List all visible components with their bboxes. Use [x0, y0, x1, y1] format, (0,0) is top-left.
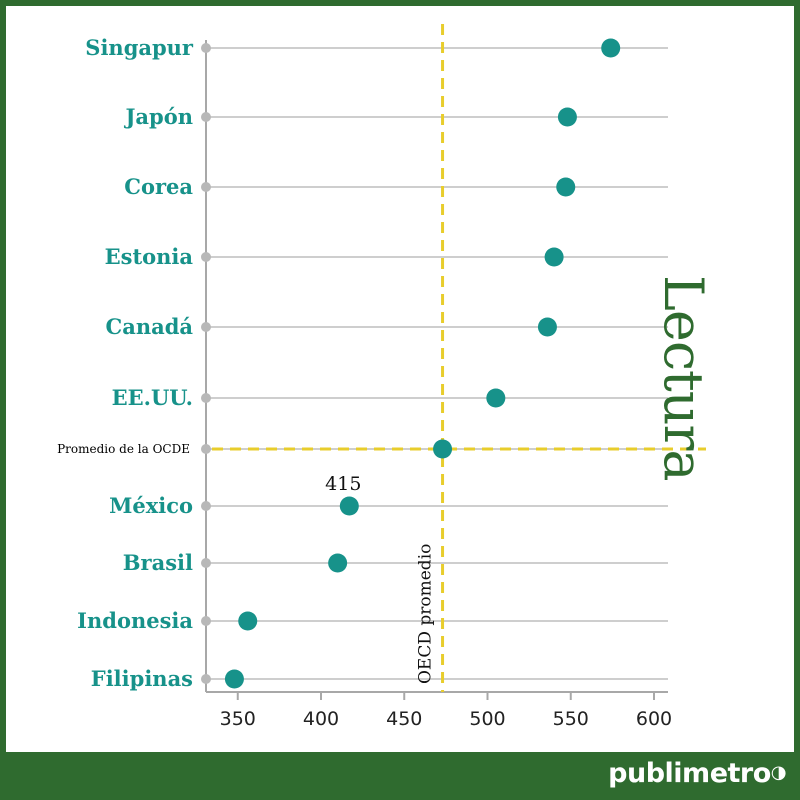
category-label-brasil: Brasil [123, 550, 193, 575]
row-marker-singapur [201, 43, 211, 53]
x-tick-label-400: 400 [303, 708, 339, 730]
x-tick-label-600: 600 [636, 708, 672, 730]
x-tick-label-350: 350 [220, 708, 256, 730]
row-marker-ee-uu [201, 393, 211, 403]
row-marker-brasil [201, 558, 211, 568]
data-point-singapur [601, 38, 621, 58]
row-marker-japon [201, 112, 211, 122]
data-point-indonesia [238, 611, 258, 631]
row-marker-filipinas [201, 674, 211, 684]
data-point-brasil [328, 553, 348, 573]
data-point-corea [556, 177, 576, 197]
data-point-estonia [544, 247, 564, 267]
brand-name: publimetro [608, 758, 771, 789]
category-label-filipinas: Filipinas [91, 666, 193, 691]
average-line-label: OECD promedio [416, 544, 436, 684]
row-marker-corea [201, 182, 211, 192]
row-marker-mexico [201, 501, 211, 511]
data-point-canada [537, 317, 557, 337]
globe-icon: ◑ [770, 762, 787, 783]
chart-title: Lectura [652, 275, 715, 481]
data-point-mexico [339, 496, 359, 516]
row-marker-estonia [201, 252, 211, 262]
row-marker-canada [201, 322, 211, 332]
data-point-filipinas [224, 669, 244, 689]
data-point-promedio-de-la-ocde [433, 439, 453, 459]
category-label-indonesia: Indonesia [77, 608, 193, 633]
category-label-mexico: México [109, 493, 193, 518]
category-label-canada: Canadá [106, 314, 194, 339]
data-point-japon [557, 107, 577, 127]
data-label-mexico: 415 [325, 473, 361, 495]
footer-bar: publimetro◑ [0, 752, 800, 800]
category-label-ee-uu: EE.UU. [112, 385, 193, 410]
data-point-ee-uu [486, 388, 506, 408]
category-label-corea: Corea [124, 174, 193, 199]
x-tick-label-500: 500 [469, 708, 505, 730]
category-label-japon: Japón [123, 104, 193, 129]
x-tick-label-550: 550 [553, 708, 589, 730]
chart-plot: Singapur Japón Corea Estonia Canadá EE.UU. Pro… [57, 24, 706, 730]
category-label-promedio-de-la-ocde: Promedio de la OCDE [57, 442, 190, 456]
category-label-singapur: Singapur [85, 35, 194, 60]
category-label-estonia: Estonia [105, 244, 194, 269]
x-tick-label-450: 450 [386, 708, 422, 730]
row-marker-indonesia [201, 616, 211, 626]
brand-logo: publimetro◑ [608, 758, 786, 789]
row-marker-promedio-de-la-ocde [201, 444, 211, 454]
